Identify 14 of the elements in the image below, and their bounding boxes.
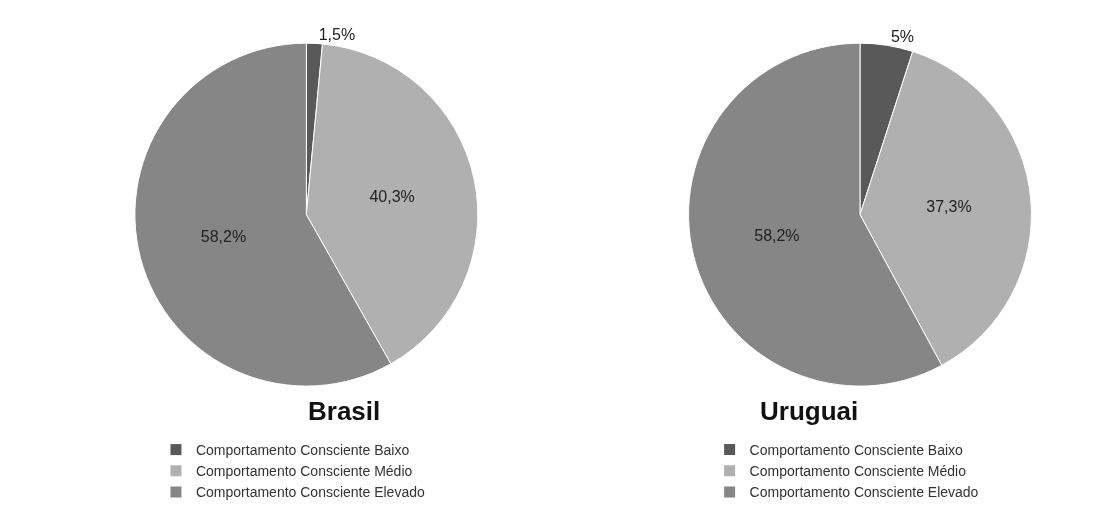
legend-label: Comportamento Consciente Médio [749,463,967,480]
data-label: 5% [890,28,915,46]
legend-label: Comportamento Consciente Elevado [749,484,979,501]
legend-label: Comportamento Consciente Baixo [749,442,964,459]
data-label: 1,5% [318,26,356,44]
data-label: 58,2% [200,227,247,245]
text: Brasil [308,396,381,426]
legend-label: Comportamento Consciente Baixo [195,442,410,459]
legend-label: Comportamento Consciente Elevado [195,484,425,501]
text: Uruguai [760,396,859,426]
data-label: 58,2% [754,227,800,245]
data-label: 40,3% [369,187,415,205]
legend-label: Comportamento Consciente Médio [195,463,413,480]
data-label: 37,3% [926,197,972,215]
